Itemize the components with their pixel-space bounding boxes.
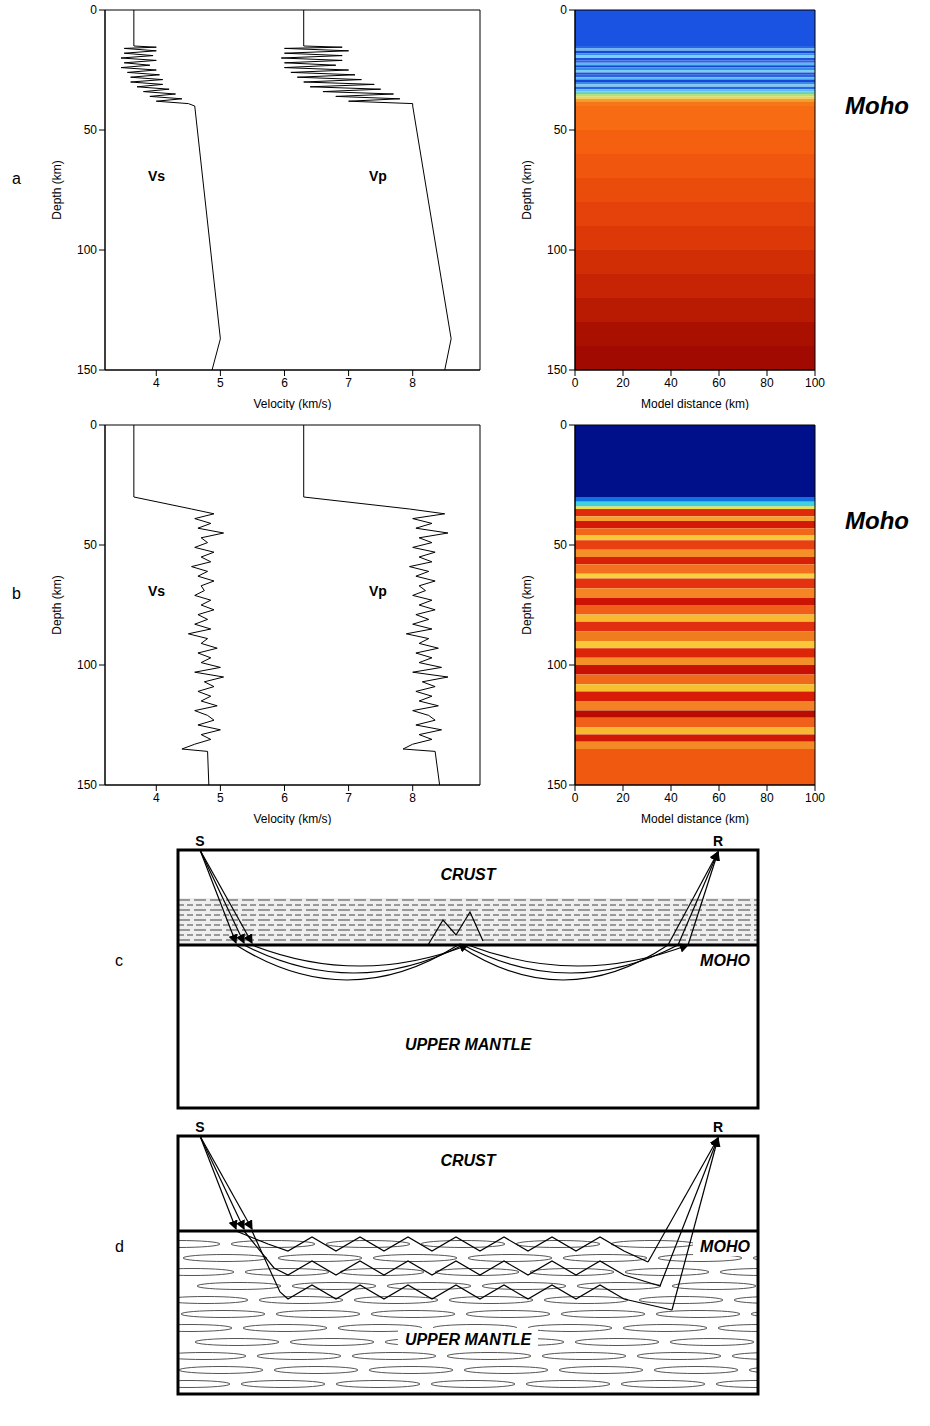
- html-text:c: c: [115, 952, 123, 969]
- svg-text:100: 100: [805, 376, 825, 390]
- svg-text:20: 20: [616, 791, 630, 805]
- svg-text:Depth (km): Depth (km): [520, 160, 534, 219]
- svg-text:R: R: [713, 1119, 723, 1135]
- svg-text:6: 6: [281, 376, 288, 390]
- svg-text:150: 150: [77, 363, 97, 377]
- svg-text:0: 0: [572, 376, 579, 390]
- svg-text:8: 8: [409, 791, 416, 805]
- html-text:b: b: [12, 585, 21, 602]
- svg-text:0: 0: [560, 3, 567, 17]
- svg-text:100: 100: [77, 243, 97, 257]
- svg-text:6: 6: [281, 791, 288, 805]
- svg-text:MOHO: MOHO: [700, 952, 750, 969]
- svg-text:100: 100: [547, 243, 567, 257]
- html-text:Moho: Moho: [845, 92, 909, 119]
- svg-text:5: 5: [217, 791, 224, 805]
- svg-text:20: 20: [616, 376, 630, 390]
- svg-text:40: 40: [664, 376, 678, 390]
- svg-text:CRUST: CRUST: [440, 866, 496, 883]
- svg-text:100: 100: [77, 658, 97, 672]
- svg-text:7: 7: [345, 376, 352, 390]
- svg-text:80: 80: [760, 376, 774, 390]
- svg-text:UPPER MANTLE: UPPER MANTLE: [405, 1036, 533, 1053]
- svg-text:150: 150: [77, 778, 97, 792]
- svg-text:4: 4: [153, 791, 160, 805]
- svg-text:Depth (km): Depth (km): [50, 575, 64, 634]
- svg-text:Velocity (km/s): Velocity (km/s): [253, 397, 331, 410]
- svg-text:50: 50: [554, 538, 568, 552]
- svg-text:0: 0: [560, 418, 567, 432]
- svg-text:50: 50: [84, 538, 98, 552]
- html-text:Vp: Vp: [369, 168, 387, 184]
- html-text:Vp: Vp: [369, 583, 387, 599]
- svg-text:MOHO: MOHO: [700, 1238, 750, 1255]
- svg-text:Depth (km): Depth (km): [520, 575, 534, 634]
- svg-text:R: R: [713, 833, 723, 849]
- svg-text:60: 60: [712, 376, 726, 390]
- svg-text:S: S: [195, 1119, 204, 1135]
- svg-text:60: 60: [712, 791, 726, 805]
- html-text:Vs: Vs: [148, 168, 166, 184]
- svg-text:100: 100: [805, 791, 825, 805]
- svg-text:80: 80: [760, 791, 774, 805]
- svg-text:Velocity (km/s): Velocity (km/s): [253, 812, 331, 825]
- svg-text:50: 50: [84, 123, 98, 137]
- svg-text:40: 40: [664, 791, 678, 805]
- svg-text:UPPER MANTLE: UPPER MANTLE: [405, 1331, 533, 1348]
- svg-text:4: 4: [153, 376, 160, 390]
- svg-text:50: 50: [554, 123, 568, 137]
- svg-text:Depth (km): Depth (km): [50, 160, 64, 219]
- svg-text:150: 150: [547, 363, 567, 377]
- html-text:d: d: [115, 1238, 124, 1255]
- svg-text:100: 100: [547, 658, 567, 672]
- svg-text:0: 0: [90, 418, 97, 432]
- svg-text:S: S: [195, 833, 204, 849]
- html-text:Moho: Moho: [845, 507, 909, 534]
- html-text:a: a: [12, 170, 21, 187]
- svg-text:150: 150: [547, 778, 567, 792]
- svg-text:5: 5: [217, 376, 224, 390]
- svg-text:Model distance (km): Model distance (km): [641, 812, 749, 825]
- svg-text:7: 7: [345, 791, 352, 805]
- svg-text:0: 0: [572, 791, 579, 805]
- html-text:Vs: Vs: [148, 583, 166, 599]
- svg-text:Model distance (km): Model distance (km): [641, 397, 749, 410]
- svg-text:CRUST: CRUST: [440, 1152, 496, 1169]
- svg-text:8: 8: [409, 376, 416, 390]
- svg-text:0: 0: [90, 3, 97, 17]
